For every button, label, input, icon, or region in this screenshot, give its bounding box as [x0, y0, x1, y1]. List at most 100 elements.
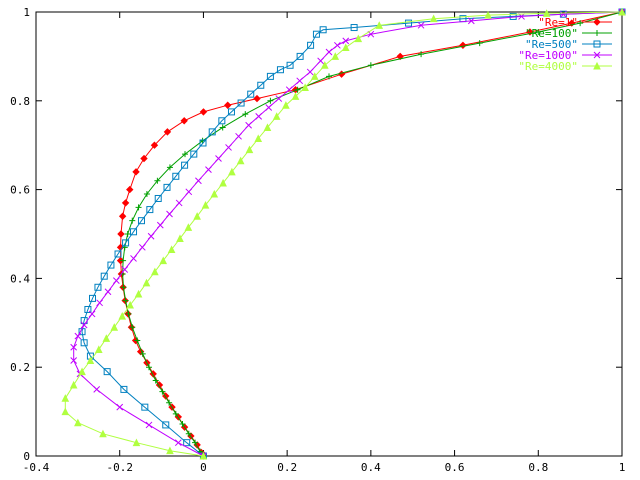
x-tick-label: -0.4	[23, 461, 50, 474]
data-point	[147, 232, 155, 240]
data-point	[190, 150, 198, 158]
data-point	[159, 256, 168, 265]
data-point	[142, 278, 151, 287]
y-tick-label: 0.4	[10, 272, 30, 285]
data-point	[145, 421, 153, 429]
legend-marker	[593, 51, 601, 59]
y-tick-label: 0.6	[10, 184, 30, 197]
data-point	[199, 139, 207, 147]
data-point	[134, 289, 143, 298]
data-point	[176, 234, 184, 242]
data-point	[417, 21, 425, 29]
data-point	[296, 77, 304, 85]
data-point	[122, 239, 130, 247]
data-point	[181, 161, 189, 169]
data-point	[118, 212, 127, 220]
data-point	[129, 217, 136, 224]
data-point	[172, 410, 179, 417]
data-point	[272, 112, 281, 120]
data-point	[140, 154, 148, 163]
y-tick-label: 1	[23, 6, 30, 19]
series-2	[78, 8, 626, 460]
data-point	[193, 212, 201, 220]
data-point	[405, 19, 413, 27]
data-point	[285, 86, 293, 94]
data-point	[228, 167, 236, 176]
data-point	[100, 272, 108, 280]
legend-marker	[593, 61, 601, 70]
data-point	[247, 90, 255, 98]
data-point	[107, 261, 115, 269]
data-point	[156, 221, 164, 229]
data-point	[61, 394, 70, 402]
data-point	[113, 277, 120, 284]
data-point	[89, 294, 97, 302]
data-point	[219, 178, 227, 187]
data-point	[69, 380, 78, 389]
data-point	[132, 438, 141, 447]
data-point	[110, 323, 119, 331]
data-point	[99, 429, 107, 438]
data-point	[312, 30, 320, 38]
data-point	[294, 86, 301, 93]
series-line	[73, 11, 623, 457]
data-point	[242, 111, 249, 118]
legend-label: "Re=500"	[525, 38, 578, 51]
data-point	[102, 334, 111, 342]
data-point	[199, 108, 208, 116]
x-tick-label: 1	[619, 461, 626, 474]
data-point	[138, 243, 146, 251]
data-point	[70, 343, 78, 351]
y-tick-label: 0.8	[10, 95, 30, 108]
data-point	[535, 28, 542, 35]
series-line	[81, 11, 623, 457]
data-point	[78, 367, 86, 376]
data-point	[172, 172, 180, 180]
data-point	[367, 62, 374, 69]
data-point	[459, 41, 467, 50]
data-point	[174, 439, 182, 447]
data-point	[205, 166, 212, 173]
data-point	[151, 267, 159, 276]
data-point	[429, 14, 438, 23]
data-point	[159, 388, 166, 395]
data-point	[126, 300, 134, 309]
data-point	[334, 41, 341, 49]
data-point	[137, 217, 145, 225]
legend-marker	[593, 18, 601, 26]
data-point	[236, 156, 245, 165]
data-point	[167, 245, 176, 254]
data-point	[139, 350, 146, 357]
data-point	[542, 9, 551, 17]
data-point	[94, 283, 102, 291]
data-point	[350, 24, 358, 32]
data-point	[331, 52, 340, 60]
data-point	[326, 73, 332, 80]
data-point	[120, 257, 127, 264]
x-tick-label: 0.8	[528, 461, 548, 474]
legend-marker	[594, 30, 600, 36]
legend-label: "Re=4000"	[518, 60, 578, 73]
data-point	[166, 164, 173, 171]
data-point	[175, 199, 183, 207]
y-tick-label: 0	[23, 450, 30, 463]
x-tick-label: 0.6	[445, 461, 465, 474]
data-point	[163, 183, 171, 191]
data-point	[618, 7, 626, 16]
data-point	[225, 144, 232, 151]
data-point	[154, 177, 161, 184]
data-point	[301, 83, 309, 91]
data-point	[245, 121, 252, 129]
legend-label: "Re=100"	[525, 27, 578, 40]
data-point	[275, 95, 283, 102]
data-point	[185, 430, 192, 437]
data-point	[319, 26, 327, 34]
data-point	[86, 356, 95, 365]
data-point	[182, 151, 189, 158]
x-tick-label: 0	[200, 461, 207, 474]
series-1	[119, 9, 625, 459]
data-point	[467, 17, 475, 25]
data-point	[375, 21, 384, 29]
data-point	[310, 72, 319, 80]
